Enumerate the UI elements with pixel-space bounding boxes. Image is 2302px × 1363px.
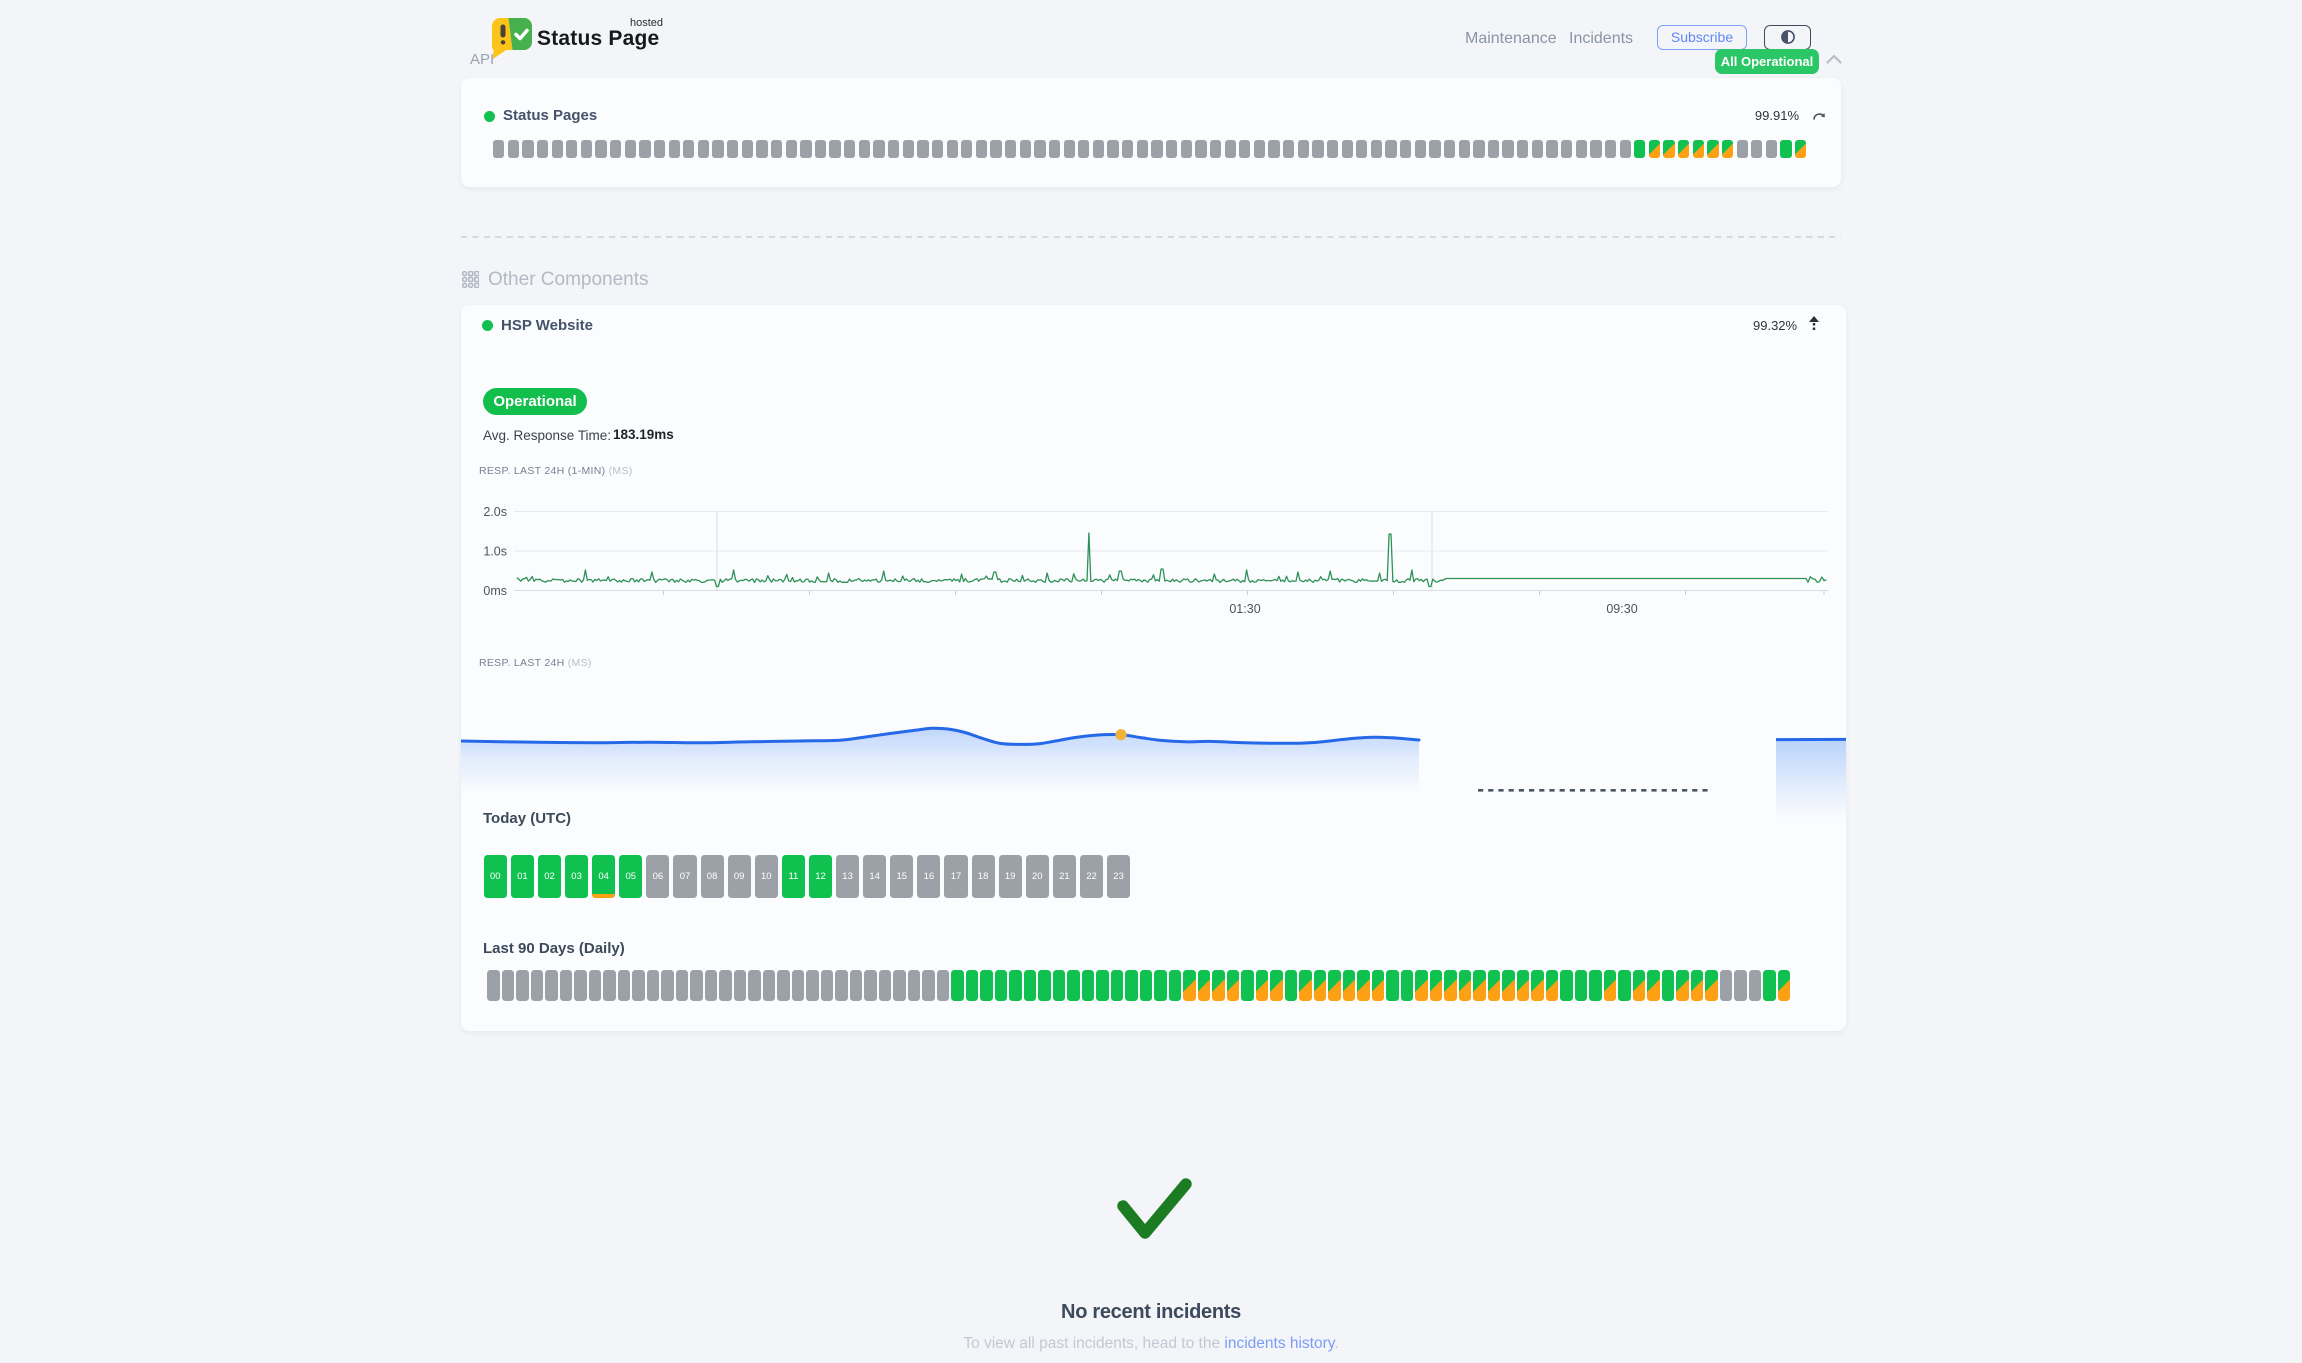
svg-text:2.0s: 2.0s: [483, 505, 507, 519]
svg-text:1.0s: 1.0s: [483, 545, 507, 559]
svg-text:0ms: 0ms: [483, 584, 507, 598]
svg-text:01:30: 01:30: [1229, 602, 1260, 616]
svg-text:09:30: 09:30: [1606, 602, 1637, 616]
